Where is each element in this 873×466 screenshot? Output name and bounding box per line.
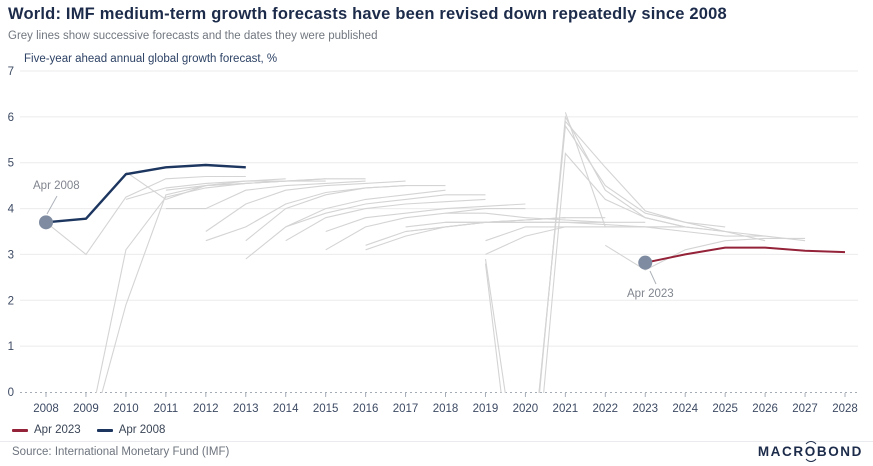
x-tick-label: 2010 xyxy=(113,403,139,415)
forecast-line xyxy=(245,185,446,242)
macrobond-logo: MACROBOND xyxy=(757,440,863,462)
forecast-line xyxy=(564,112,806,242)
chart-subtitle: Grey lines show successive forecasts and… xyxy=(8,30,378,42)
forecast-line xyxy=(445,221,646,228)
forecast-line xyxy=(285,194,486,228)
x-tick-label: 2012 xyxy=(193,403,219,415)
forecast-line xyxy=(285,198,486,242)
legend-item-apr-2008: Apr 2008 xyxy=(96,424,166,436)
highlight-line xyxy=(45,163,246,224)
legend-label: Apr 2008 xyxy=(118,424,166,436)
x-tick-label: 2015 xyxy=(313,403,339,415)
highlight-line xyxy=(645,246,846,264)
x-tick-label: 2019 xyxy=(473,403,499,415)
x-tick-label: 2016 xyxy=(353,403,379,415)
x-tick-label: 2023 xyxy=(632,403,658,415)
x-axis-labels: 2008 2009 2010 2011 2012 2013 2014 2015 2016 2017… xyxy=(33,403,858,415)
logo-o-mark: O xyxy=(802,440,819,462)
forecast-line xyxy=(445,212,646,223)
x-tick-label: 2017 xyxy=(393,403,419,415)
x-tick-label: 2013 xyxy=(233,403,259,415)
forecast-line xyxy=(538,120,766,393)
y-tick-label: 7 xyxy=(8,66,14,78)
x-tick-label: 2025 xyxy=(712,403,738,415)
forecast-line xyxy=(205,180,406,232)
x-tick-label: 2028 xyxy=(832,403,858,415)
annotation-label: Apr 2008 xyxy=(33,180,80,192)
y-tick-label: 6 xyxy=(8,112,14,124)
x-tick-label: 2011 xyxy=(153,403,178,415)
forecast-line xyxy=(485,226,686,242)
annotations: Apr 2008 Apr 2023 xyxy=(33,180,674,300)
legend-swatch-navy xyxy=(96,428,113,432)
forecast-line xyxy=(405,217,606,233)
forecast-line xyxy=(485,226,686,255)
y-axis-labels: 0 1 2 3 4 5 6 7 xyxy=(8,66,15,399)
y-tick-label: 3 xyxy=(8,249,14,261)
forecast-line xyxy=(484,152,726,393)
legend-label: Apr 2023 xyxy=(34,424,81,436)
forecast-line xyxy=(205,185,406,242)
forecast-line xyxy=(165,178,366,191)
forecast-start-dot xyxy=(39,215,53,230)
x-tick-label: 2022 xyxy=(593,403,619,415)
x-tick-label: 2008 xyxy=(33,403,59,415)
forecast-line xyxy=(325,208,526,251)
grey-forecast-lines xyxy=(45,112,806,393)
annotation-label: Apr 2023 xyxy=(627,288,674,300)
forecast-line xyxy=(245,189,446,260)
x-tick-label: 2009 xyxy=(73,403,99,415)
gridlines xyxy=(20,70,858,347)
annotation-leader xyxy=(46,195,58,215)
forecast-line xyxy=(484,124,726,393)
y-tick-label: 4 xyxy=(8,204,15,216)
y-tick-label: 1 xyxy=(8,341,14,353)
x-tick-label: 2014 xyxy=(273,403,299,415)
y-tick-label: 0 xyxy=(8,387,14,399)
footer-divider xyxy=(0,441,873,442)
y-tick-label: 2 xyxy=(8,295,14,307)
x-axis xyxy=(20,392,858,397)
y-axis-title: Five-year ahead annual global growth for… xyxy=(24,53,278,65)
annotation-leader xyxy=(649,270,657,285)
source-note: Source: International Monetary Fund (IMF… xyxy=(12,446,230,458)
logo-text: BOND xyxy=(816,444,863,459)
forecast-line xyxy=(325,203,526,233)
forecast-line xyxy=(45,175,246,256)
page-title: World: IMF medium-term growth forecasts … xyxy=(8,5,727,23)
highlight-lines xyxy=(45,163,846,264)
x-tick-label: 2027 xyxy=(792,403,818,415)
legend: Apr 2023 Apr 2008 xyxy=(12,424,165,436)
x-tick-label: 2024 xyxy=(672,403,698,415)
x-tick-label: 2021 xyxy=(553,403,579,415)
x-tick-label: 2020 xyxy=(513,403,539,415)
legend-swatch-red xyxy=(12,428,28,432)
forecast-start-dot xyxy=(638,255,653,270)
legend-item-apr-2023: Apr 2023 xyxy=(12,424,81,436)
logo-text: MACR xyxy=(757,444,805,459)
forecast-line xyxy=(605,237,806,271)
y-tick-label: 5 xyxy=(8,158,14,170)
x-tick-label: 2026 xyxy=(752,403,778,415)
forecast-line xyxy=(165,180,366,210)
x-tick-label: 2018 xyxy=(433,403,459,415)
